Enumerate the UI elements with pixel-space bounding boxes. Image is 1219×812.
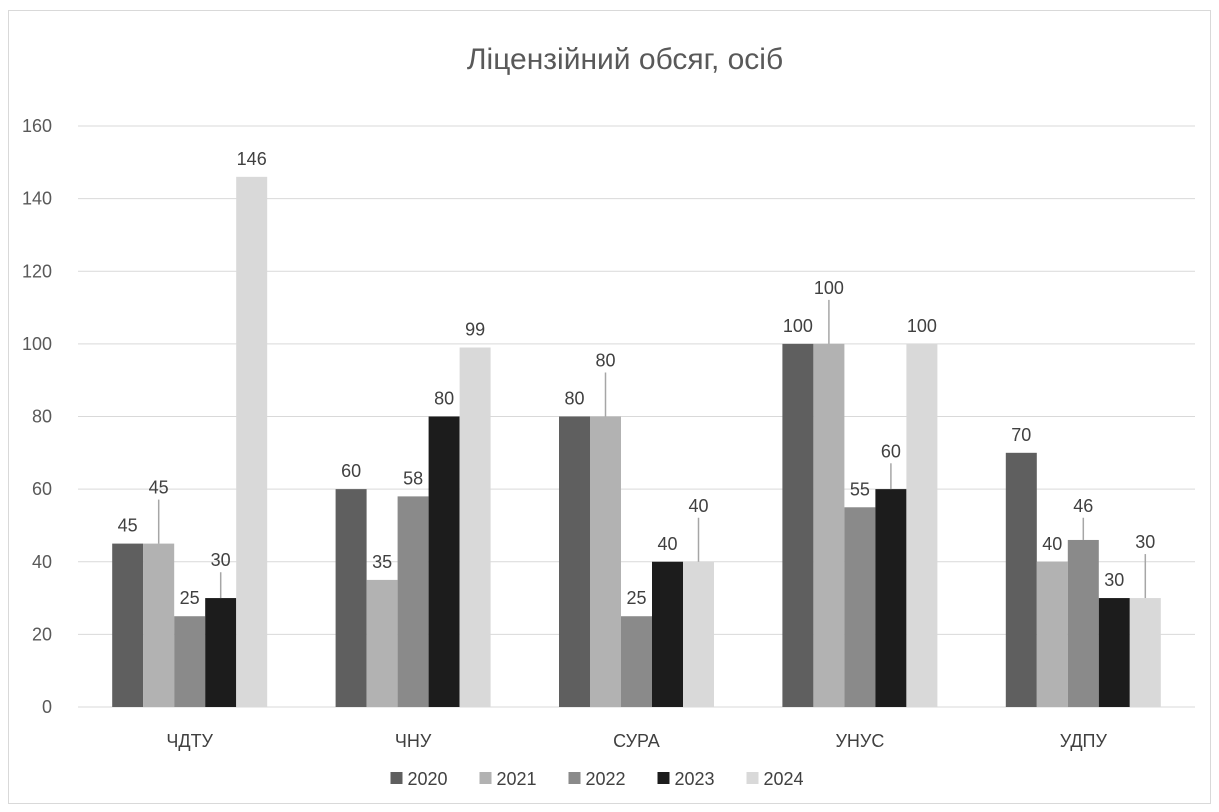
legend-swatch <box>568 772 581 784</box>
data-label: 25 <box>626 588 646 608</box>
data-label: 70 <box>1011 425 1031 445</box>
data-label: 46 <box>1073 496 1093 516</box>
data-label: 80 <box>595 351 615 371</box>
y-tick-label: 100 <box>22 334 52 354</box>
legend-label: 2024 <box>764 769 804 789</box>
legend-label: 2022 <box>586 769 626 789</box>
bar <box>844 507 876 707</box>
y-tick-label: 0 <box>42 697 52 717</box>
legend-swatch <box>479 772 492 784</box>
y-tick-label: 120 <box>22 261 52 281</box>
bar <box>1067 539 1099 707</box>
bar <box>813 343 845 707</box>
data-label: 40 <box>688 496 708 516</box>
data-label: 30 <box>1104 570 1124 590</box>
y-tick-label: 80 <box>32 407 52 427</box>
x-tick-label: УДПУ <box>1060 731 1108 751</box>
bar <box>174 616 206 707</box>
data-label: 80 <box>564 389 584 409</box>
x-axis-labels: ЧДТУ ЧНУ СУРА УНУС УДПУ <box>166 731 1107 751</box>
data-label: 99 <box>465 320 485 340</box>
data-label: 100 <box>783 316 813 336</box>
bar <box>1005 452 1037 707</box>
legend-label: 2023 <box>675 769 715 789</box>
y-tick-label: 160 <box>22 116 52 136</box>
data-label: 146 <box>237 149 267 169</box>
data-label: 25 <box>180 588 200 608</box>
y-tick-label: 140 <box>22 189 52 209</box>
data-label: 60 <box>341 461 361 481</box>
bar <box>205 598 237 707</box>
bar <box>112 543 144 707</box>
legend-label: 2021 <box>497 769 537 789</box>
chart-title: Ліцензійний обсяг, осіб <box>467 43 783 76</box>
data-label: 45 <box>149 478 169 498</box>
data-label: 35 <box>372 552 392 572</box>
legend-swatch <box>390 772 403 784</box>
bar <box>875 489 907 707</box>
x-tick-label: СУРА <box>613 731 660 751</box>
data-labels: 4545253014660355880998080254040100100556… <box>118 149 1156 608</box>
y-tick-label: 40 <box>32 552 52 572</box>
data-label: 100 <box>814 278 844 298</box>
bar <box>683 561 714 707</box>
bar <box>1036 561 1068 707</box>
bars <box>112 176 1161 707</box>
x-tick-label: ЧНУ <box>395 731 432 751</box>
bar <box>236 176 268 707</box>
bar <box>459 347 491 707</box>
x-tick-label: УНУС <box>835 731 884 751</box>
bar <box>366 579 398 707</box>
x-tick-label: ЧДТУ <box>166 731 213 751</box>
legend-label: 2020 <box>408 769 448 789</box>
legend-swatch <box>657 772 670 784</box>
bar <box>906 343 938 707</box>
data-label: 40 <box>1042 534 1062 554</box>
data-label: 30 <box>1135 532 1155 552</box>
bar <box>1129 598 1161 707</box>
legend-swatch <box>746 772 759 784</box>
data-label: 40 <box>657 534 677 554</box>
bar <box>397 496 429 707</box>
bar <box>590 416 621 707</box>
bar <box>1098 598 1130 707</box>
bar <box>652 561 683 707</box>
bar <box>559 416 590 707</box>
bar <box>428 416 460 707</box>
data-label: 30 <box>211 550 231 570</box>
legend: 2020 2021 2022 2023 2024 <box>390 769 804 789</box>
bar <box>621 616 652 707</box>
y-tick-label: 60 <box>32 479 52 499</box>
y-axis-labels: 0 20 40 60 80 100 120 140 160 <box>22 116 52 717</box>
data-label: 58 <box>403 468 423 488</box>
bar <box>143 543 175 707</box>
y-tick-label: 20 <box>32 624 52 644</box>
data-label: 55 <box>850 479 870 499</box>
bar <box>335 489 367 707</box>
data-label: 60 <box>881 441 901 461</box>
data-label: 80 <box>434 389 454 409</box>
bar <box>782 343 814 707</box>
data-label: 45 <box>118 516 138 536</box>
data-label: 100 <box>907 316 937 336</box>
